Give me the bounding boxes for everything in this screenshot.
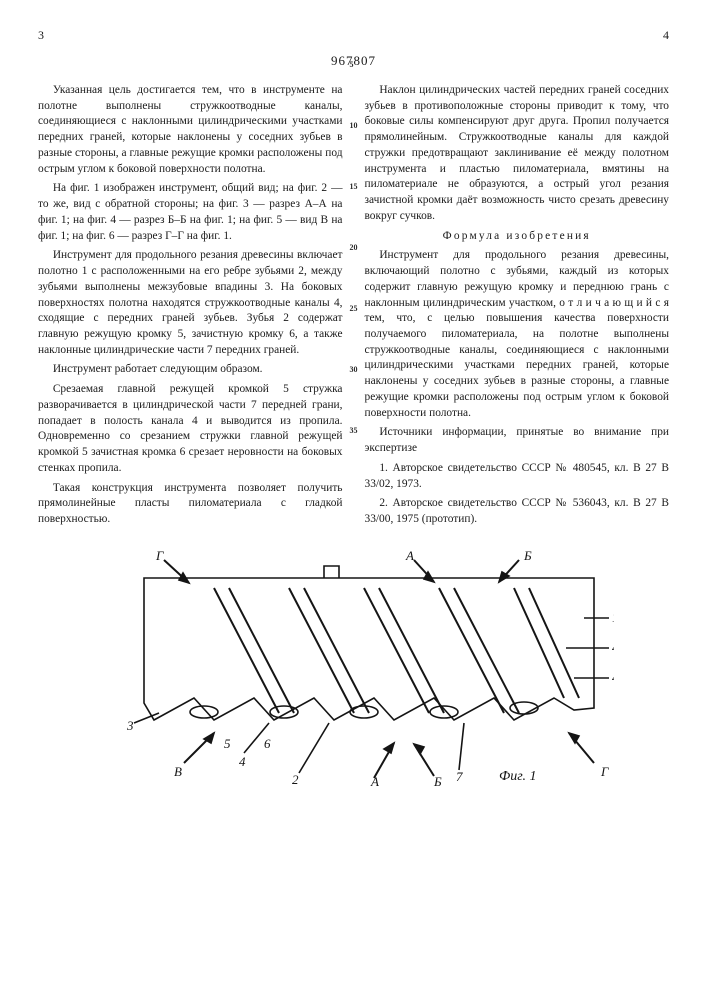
ref-label: 6 (264, 736, 271, 751)
paragraph: На фиг. 1 изображен инструмент, общий ви… (38, 181, 343, 244)
ref-label: 1 (612, 610, 614, 625)
right-column: Наклон цилиндрических частей передних гр… (365, 83, 670, 532)
section-label: Г (600, 764, 609, 779)
ref-label: 2 (292, 772, 299, 787)
line-marker: 30 (350, 365, 358, 374)
ref-label: 5 (224, 736, 231, 751)
paragraph: Срезаемая главной режущей кромкой 5 стру… (38, 382, 343, 476)
ref-label: 7 (456, 769, 463, 784)
claims-heading: Формула изобретения (365, 229, 670, 245)
section-label: Б (433, 774, 442, 788)
line-number-gutter: 5 10 15 20 25 30 35 (350, 60, 358, 435)
section-label: Б (523, 548, 532, 563)
page-number-right: 4 (663, 28, 669, 43)
paragraph: 2. Авторское свидетельство СССР № 536043… (365, 496, 670, 527)
patent-page: 3 4 967807 5 10 15 20 25 30 35 Указанная… (0, 0, 707, 1000)
paragraph: Источники информации, принятые во вниман… (365, 425, 670, 456)
line-marker: 10 (350, 121, 358, 130)
paragraph: Инструмент для продольного резания древе… (38, 248, 343, 358)
section-label: В (174, 764, 182, 779)
ref-label: 4 (239, 754, 246, 769)
paragraph: Указанная цель достигается тем, что в ин… (38, 83, 343, 177)
line-marker: 20 (350, 243, 358, 252)
line-marker: 5 (350, 60, 358, 69)
paragraph: Инструмент работает следующим образом. (38, 362, 343, 378)
page-number-left: 3 (38, 28, 44, 43)
line-marker: 25 (350, 304, 358, 313)
figure-1: Г А Б 3 В 4 2 А Б 7 Г 1 4 4 5 6 Фиг. 1 (38, 548, 669, 788)
left-column: Указанная цель достигается тем, что в ин… (38, 83, 343, 532)
paragraph: Инструмент для продольного резания древе… (365, 248, 670, 421)
line-marker: 15 (350, 182, 358, 191)
line-marker: 35 (350, 426, 358, 435)
section-label: А (370, 774, 379, 788)
tool-diagram: Г А Б 3 В 4 2 А Б 7 Г 1 4 4 5 6 Фиг. 1 (94, 548, 614, 788)
ref-label: 4 (612, 640, 614, 655)
ref-label: 3 (126, 718, 134, 733)
paragraph: 1. Авторское свидетельство СССР № 480545… (365, 461, 670, 492)
figure-caption: Фиг. 1 (499, 769, 537, 784)
paragraph: Такая конструкция инструмента позволяет … (38, 481, 343, 528)
paragraph: Наклон цилиндрических частей передних гр… (365, 83, 670, 225)
section-label: Г (155, 548, 164, 563)
section-label: А (405, 548, 414, 563)
ref-label: 4 (612, 670, 614, 685)
page-header: 3 4 (38, 28, 669, 43)
